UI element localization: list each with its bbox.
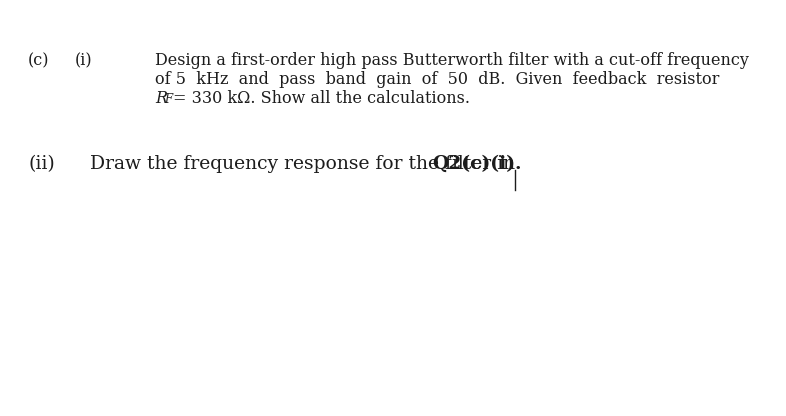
Text: Draw the frequency response for the filter in: Draw the frequency response for the filt… xyxy=(90,155,521,173)
Text: (ii): (ii) xyxy=(28,155,55,173)
Text: = 330 kΩ. Show all the calculations.: = 330 kΩ. Show all the calculations. xyxy=(173,90,470,107)
Text: Design a first-order high pass Butterworth filter with a cut-off frequency: Design a first-order high pass Butterwor… xyxy=(155,52,749,69)
Text: of 5  kHz  and  pass  band  gain  of  50  dB.  Given  feedback  resistor: of 5 kHz and pass band gain of 50 dB. Gi… xyxy=(155,71,719,88)
Text: R: R xyxy=(155,90,167,107)
Text: (i): (i) xyxy=(75,52,93,69)
Text: Q2(c)(i).: Q2(c)(i). xyxy=(433,155,522,173)
Text: (c): (c) xyxy=(28,52,50,69)
Text: F: F xyxy=(164,93,172,106)
